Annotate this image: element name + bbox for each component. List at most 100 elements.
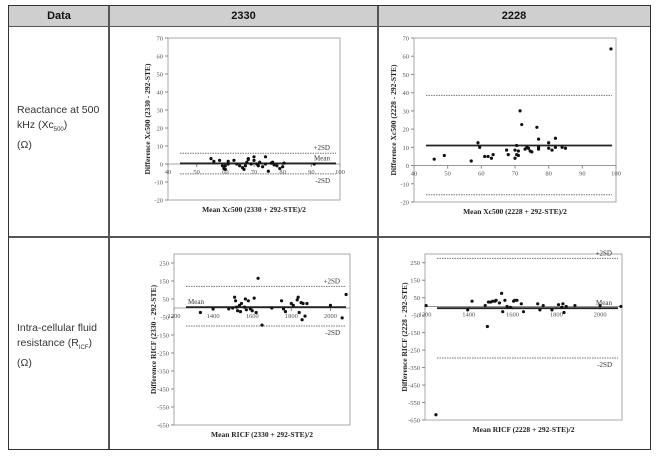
svg-text:-250: -250 [157, 351, 169, 358]
svg-text:Mean Xc500 (2330 + 292-STE)/2: Mean Xc500 (2330 + 292-STE)/2 [202, 205, 306, 214]
row-label-reactance: Reactance at 500 kHz (Xc500) (Ω) [17, 103, 99, 153]
column-divider [377, 6, 379, 449]
svg-text:20: 20 [403, 127, 410, 134]
svg-text:50: 50 [414, 295, 421, 302]
svg-text:50: 50 [157, 72, 164, 79]
svg-text:60: 60 [478, 171, 485, 178]
svg-text:250: 250 [410, 260, 420, 267]
svg-text:+2SD: +2SD [324, 277, 340, 285]
svg-text:70: 70 [251, 169, 258, 176]
svg-text:Mean Xc500 (2228 + 292-STE)/2: Mean Xc500 (2228 + 292-STE)/2 [463, 207, 567, 216]
svg-text:-550: -550 [408, 400, 420, 407]
svg-text:40: 40 [157, 90, 164, 97]
svg-text:Difference Xc500 (2228 - 292-S: Difference Xc500 (2228 - 292-STE) [389, 64, 398, 176]
label-line: (Ω) [17, 357, 32, 370]
svg-text:1400: 1400 [462, 311, 475, 318]
svg-text:10: 10 [157, 144, 164, 151]
svg-text:-450: -450 [408, 383, 420, 390]
label-line: Intra-cellular fluid [17, 322, 97, 334]
svg-text:-2SD: -2SD [315, 177, 330, 185]
svg-text:-350: -350 [408, 365, 420, 372]
svg-text:-150: -150 [157, 333, 169, 340]
svg-text:80: 80 [545, 171, 552, 178]
svg-text:Difference RICF (2228 - 292-ST: Difference RICF (2228 - 292-STE) [400, 282, 409, 392]
svg-text:1400: 1400 [207, 313, 220, 320]
svg-text:1200: 1200 [419, 311, 432, 318]
header-data: Data [47, 10, 71, 22]
label-line: kHz (Xc500) [17, 119, 68, 134]
svg-text:80: 80 [279, 169, 286, 176]
svg-text:+2SD: +2SD [596, 249, 612, 257]
svg-text:-2SD: -2SD [597, 361, 612, 369]
label-line: resistance (RICF) [17, 337, 93, 352]
svg-text:Mean: Mean [314, 154, 330, 162]
svg-text:90: 90 [308, 169, 315, 176]
table-header: Data 2330 2228 [9, 6, 650, 27]
svg-text:250: 250 [159, 261, 169, 268]
svg-text:-20: -20 [400, 200, 409, 207]
svg-text:20: 20 [157, 126, 164, 133]
svg-text:150: 150 [159, 279, 169, 286]
svg-text:50: 50 [163, 297, 170, 304]
svg-text:30: 30 [403, 108, 410, 115]
svg-text:-10: -10 [400, 181, 409, 188]
svg-text:Mean: Mean [188, 298, 204, 306]
svg-text:10: 10 [403, 145, 410, 152]
svg-text:-50: -50 [411, 313, 420, 320]
svg-text:-650: -650 [408, 418, 420, 425]
svg-text:60: 60 [157, 54, 164, 61]
svg-text:Mean RICF (2330 + 292-STE)/2: Mean RICF (2330 + 292-STE)/2 [211, 430, 313, 439]
svg-text:0: 0 [406, 163, 409, 170]
svg-text:40: 40 [411, 171, 418, 178]
svg-text:Difference Xc500 (2330 - 292-S: Difference Xc500 (2330 - 292-STE) [143, 63, 152, 175]
svg-text:40: 40 [403, 90, 410, 97]
svg-text:50: 50 [193, 169, 200, 176]
svg-text:100: 100 [335, 169, 345, 176]
svg-text:-650: -650 [157, 423, 169, 430]
svg-text:+2SD: +2SD [314, 144, 330, 152]
svg-text:40: 40 [165, 169, 172, 176]
svg-text:1800: 1800 [285, 313, 298, 320]
svg-text:1600: 1600 [506, 311, 519, 318]
svg-text:Difference RICF (2330 - 292-ST: Difference RICF (2330 - 292-STE) [149, 284, 158, 394]
svg-text:-350: -350 [157, 369, 169, 376]
bland-altman-ricf-2228: -650 -550 -450 -350 -250 -150 -50 50 150 250 1200 1… [400, 249, 623, 434]
svg-text:Mean: Mean [596, 299, 612, 307]
bland-altman-xc500-2330: -20 -10 0 10 20 30 40 50 60 70 40 50 60 70 80 90 100 +2SD… [143, 36, 345, 215]
svg-text:0: 0 [160, 162, 163, 169]
svg-text:-250: -250 [408, 348, 420, 355]
row-label-icf: Intra-cellular fluid resistance (RICF) (… [17, 321, 97, 371]
comparison-table: Data 2330 2228 Reactance at 500 kHz (Xc5… [8, 5, 651, 450]
svg-text:-550: -550 [157, 405, 169, 412]
svg-text:50: 50 [444, 171, 451, 178]
svg-text:-150: -150 [408, 330, 420, 337]
svg-text:-450: -450 [157, 387, 169, 394]
svg-text:1600: 1600 [246, 313, 259, 320]
svg-text:-10: -10 [154, 180, 163, 187]
svg-text:50: 50 [403, 72, 410, 79]
svg-text:1200: 1200 [168, 313, 181, 320]
svg-text:-50: -50 [160, 315, 169, 322]
header-2228: 2228 [501, 10, 527, 22]
label-line: Reactance at 500 [17, 104, 100, 116]
column-divider [108, 6, 110, 449]
svg-text:60: 60 [222, 169, 229, 176]
row-divider [9, 236, 650, 238]
label-line: (Ω) [17, 139, 32, 152]
svg-text:70: 70 [157, 36, 164, 43]
svg-text:150: 150 [410, 278, 420, 285]
svg-text:60: 60 [403, 54, 410, 61]
header-2330: 2330 [231, 10, 256, 22]
svg-text:-20: -20 [154, 198, 163, 205]
svg-text:2000: 2000 [324, 313, 337, 320]
svg-text:2000: 2000 [594, 311, 607, 318]
svg-text:90: 90 [579, 171, 586, 178]
svg-text:100: 100 [611, 171, 621, 178]
svg-text:30: 30 [157, 108, 164, 115]
bland-altman-xc500-2228: -20 -10 0 10 20 30 40 50 60 70 40 50 60 70 80 90 100 Mean… [389, 36, 621, 217]
svg-text:70: 70 [512, 171, 519, 178]
svg-text:70: 70 [403, 36, 410, 43]
bland-altman-ricf-2330: -650 -550 -450 -350 -250 -150 -50 50 150 250 1200 1… [149, 253, 351, 439]
svg-text:-2SD: -2SD [325, 329, 340, 337]
svg-text:Mean RICF (2228 + 292-STE)/2: Mean RICF (2228 + 292-STE)/2 [473, 425, 575, 434]
